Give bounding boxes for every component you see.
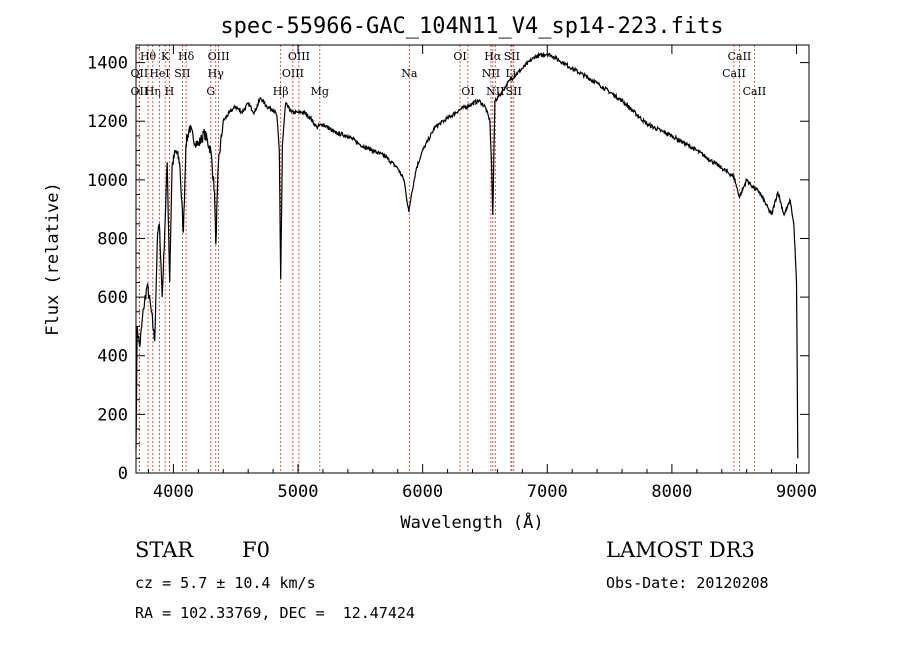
redshift-velocity: cz = 5.7 ± 10.4 km/s <box>135 574 316 592</box>
line-marker-label-6: H <box>165 85 175 98</box>
line-marker-label-24: SII <box>506 85 522 98</box>
line-marker-label-16: Na <box>401 67 418 80</box>
line-marker-label-21: NII <box>482 67 500 80</box>
y-tick-label-3: 600 <box>97 288 128 308</box>
y-tick-label-7: 1400 <box>87 54 128 74</box>
y-tick-label-1: 200 <box>97 405 128 425</box>
line-marker-label-3: Hη <box>145 85 161 98</box>
line-marker-label-9: OIII <box>208 50 230 63</box>
line-marker-label-14: OIII <box>282 67 304 80</box>
survey-name: LAMOST DR3 <box>606 538 755 562</box>
line-marker-label-17: OI <box>453 50 466 63</box>
line-marker-label-4: HeI <box>149 67 169 80</box>
x-tick-label-3: 7000 <box>527 482 568 502</box>
sky-coordinates: RA = 102.33769, DEC = 12.47424 <box>135 604 415 622</box>
x-tick-label-0: 4000 <box>153 482 194 502</box>
y-tick-label-5: 1000 <box>87 171 128 191</box>
object-subclass: F0 <box>242 538 270 562</box>
y-tick-label-6: 1200 <box>87 112 128 132</box>
y-tick-label-4: 800 <box>97 229 128 249</box>
x-tick-label-5: 9000 <box>776 482 817 502</box>
line-marker-label-7: SII <box>174 67 190 80</box>
line-marker-label-15: Mg <box>311 85 329 98</box>
line-marker-label-8: Hδ <box>178 50 195 63</box>
line-marker-label-19: Hα <box>484 50 502 63</box>
line-marker-label-26: CaII <box>722 67 746 80</box>
x-tick-label-4: 8000 <box>651 482 692 502</box>
x-tick-label-1: 5000 <box>278 482 319 502</box>
line-marker-label-27: CaII <box>743 85 767 98</box>
y-tick-label-2: 400 <box>97 347 128 367</box>
line-marker-label-12: Hβ <box>273 85 289 98</box>
line-marker-label-22: Li <box>505 67 516 80</box>
line-marker-label-0: Hθ <box>140 50 157 63</box>
spectrum-line <box>135 51 799 459</box>
y-axis-label: Flux (relative) <box>43 182 63 336</box>
y-tick-label-0: 0 <box>118 464 128 484</box>
line-marker-label-13: OIII <box>288 50 310 63</box>
line-marker-label-20: SII <box>504 50 520 63</box>
object-class: STAR <box>135 538 194 562</box>
line-marker-label-11: G <box>206 85 215 98</box>
x-axis-label: Wavelength (Å) <box>400 511 543 533</box>
line-marker-label-25: CaII <box>728 50 752 63</box>
line-marker-label-5: K <box>161 50 170 63</box>
x-tick-label-2: 6000 <box>402 482 443 502</box>
line-marker-label-18: OI <box>461 85 474 98</box>
chart-title: spec-55966-GAC_104N11_V4_sp14-223.fits <box>220 14 723 39</box>
observation-date: Obs-Date: 20120208 <box>606 574 769 592</box>
line-marker-label-10: Hγ <box>208 67 225 80</box>
